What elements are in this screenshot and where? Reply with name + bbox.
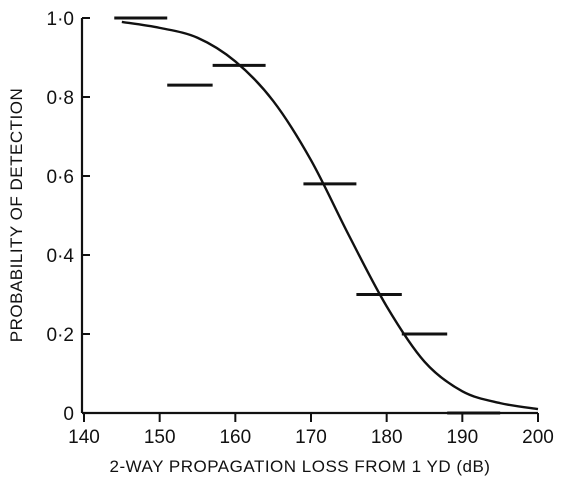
y-axis-title: PROBABILITY OF DETECTION bbox=[7, 88, 26, 342]
x-tick-label: 190 bbox=[446, 427, 478, 448]
y-tick-label: 1·0 bbox=[47, 9, 74, 30]
fitted-curve bbox=[121, 20, 539, 411]
x-tick-label: 180 bbox=[371, 427, 403, 448]
data-marks bbox=[114, 16, 501, 415]
x-tick-label: 160 bbox=[219, 427, 251, 448]
x-ticks: 140 150 160 170 180 190 200 bbox=[68, 413, 554, 448]
x-axis-title: 2-WAY PROPAGATION LOSS FROM 1 YD (dB) bbox=[110, 457, 491, 476]
x-tick-label: 150 bbox=[144, 427, 176, 448]
y-tick-label: 0·8 bbox=[47, 88, 74, 109]
y-tick-label: 0·6 bbox=[47, 167, 74, 188]
y-tick-label: 0·4 bbox=[47, 246, 75, 267]
x-tick-label: 140 bbox=[68, 427, 100, 448]
y-tick-label: 0·2 bbox=[47, 325, 74, 346]
axes bbox=[80, 18, 538, 415]
x-tick-label: 200 bbox=[522, 427, 554, 448]
y-tick-label: 0 bbox=[63, 404, 74, 425]
y-ticks: 0 0·2 0·4 0·6 0·8 1·0 bbox=[47, 9, 90, 425]
fitted-curve-layer bbox=[121, 20, 539, 411]
x-tick-label: 170 bbox=[295, 427, 327, 448]
